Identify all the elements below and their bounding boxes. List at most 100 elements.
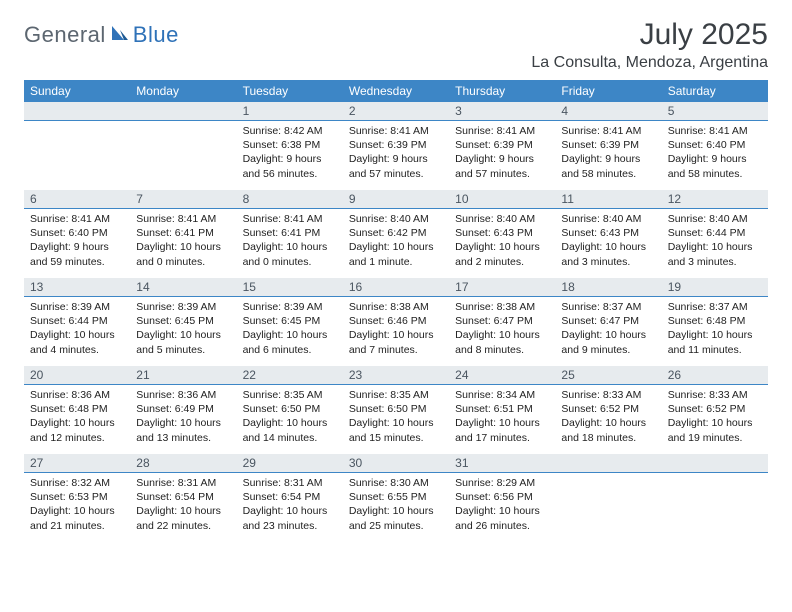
daylight-text: and 15 minutes. [349, 431, 443, 445]
day-number-bar: 10 [449, 190, 555, 209]
daylight-text: and 19 minutes. [668, 431, 762, 445]
daylight-text: and 14 minutes. [243, 431, 337, 445]
daylight-text: Daylight: 10 hours [136, 328, 230, 342]
sunrise-text: Sunrise: 8:41 AM [136, 212, 230, 226]
day-number: 12 [668, 192, 681, 206]
daylight-text: Daylight: 9 hours [349, 152, 443, 166]
sunrise-text: Sunrise: 8:30 AM [349, 476, 443, 490]
logo-text-blue: Blue [133, 22, 179, 48]
sunrise-text: Sunrise: 8:38 AM [349, 300, 443, 314]
week-row: 13 Sunrise: 8:39 AMSunset: 6:44 PMDayligh… [24, 278, 768, 366]
day-number: 24 [455, 368, 468, 382]
day-body: Sunrise: 8:41 AMSunset: 6:41 PMDaylight:… [130, 209, 236, 275]
day-body: Sunrise: 8:40 AMSunset: 6:44 PMDaylight:… [662, 209, 768, 275]
daylight-text: Daylight: 10 hours [243, 240, 337, 254]
daylight-text: and 58 minutes. [561, 167, 655, 181]
sunset-text: Sunset: 6:43 PM [561, 226, 655, 240]
day-cell: 31Sunrise: 8:29 AMSunset: 6:56 PMDayligh… [449, 454, 555, 542]
day-number: 7 [136, 192, 143, 206]
day-number-bar [662, 454, 768, 473]
day-cell: 20Sunrise: 8:36 AMSunset: 6:48 PMDayligh… [24, 366, 130, 454]
sunset-text: Sunset: 6:39 PM [455, 138, 549, 152]
daylight-text: and 56 minutes. [243, 167, 337, 181]
daylight-text: and 26 minutes. [455, 519, 549, 533]
day-number-bar: 24 [449, 366, 555, 385]
sunset-text: Sunset: 6:54 PM [243, 490, 337, 504]
week-row: 6Sunrise: 8:41 AMSunset: 6:40 PMDaylight… [24, 190, 768, 278]
daylight-text: Daylight: 10 hours [243, 328, 337, 342]
day-number-bar: 20 [24, 366, 130, 385]
sunset-text: Sunset: 6:46 PM [349, 314, 443, 328]
daylight-text: and 3 minutes. [561, 255, 655, 269]
sunset-text: Sunset: 6:52 PM [561, 402, 655, 416]
daylight-text: Daylight: 10 hours [455, 328, 549, 342]
day-cell: 18Sunrise: 8:37 AMSunset: 6:47 PMDayligh… [555, 278, 661, 366]
sunset-text: Sunset: 6:40 PM [30, 226, 124, 240]
day-number: 31 [455, 456, 468, 470]
daylight-text: Daylight: 10 hours [136, 416, 230, 430]
day-number-bar: 17 [449, 278, 555, 297]
day-cell: 19Sunrise: 8:37 AMSunset: 6:48 PMDayligh… [662, 278, 768, 366]
day-number: 5 [668, 104, 675, 118]
weeks-container: 1Sunrise: 8:42 AMSunset: 6:38 PMDaylight… [24, 102, 768, 542]
day-cell: 6Sunrise: 8:41 AMSunset: 6:40 PMDaylight… [24, 190, 130, 278]
day-number-bar: 31 [449, 454, 555, 473]
day-number-bar: 26 [662, 366, 768, 385]
daylight-text: and 4 minutes. [30, 343, 124, 357]
day-number: 30 [349, 456, 362, 470]
daylight-text: Daylight: 10 hours [30, 328, 124, 342]
day-body: Sunrise: 8:35 AMSunset: 6:50 PMDaylight:… [343, 385, 449, 451]
sunrise-text: Sunrise: 8:41 AM [243, 212, 337, 226]
logo: General Blue [24, 18, 179, 48]
weekday-mon: Monday [130, 80, 236, 102]
day-cell: 16Sunrise: 8:38 AMSunset: 6:46 PMDayligh… [343, 278, 449, 366]
day-cell: 23Sunrise: 8:35 AMSunset: 6:50 PMDayligh… [343, 366, 449, 454]
logo-sail-icon [110, 24, 130, 47]
day-cell [24, 102, 130, 190]
day-number-bar: 15 [237, 278, 343, 297]
title-block: July 2025 La Consulta, Mendoza, Argentin… [531, 18, 768, 72]
day-body: Sunrise: 8:38 AMSunset: 6:46 PMDaylight:… [343, 297, 449, 363]
day-body: Sunrise: 8:41 AMSunset: 6:39 PMDaylight:… [449, 121, 555, 187]
day-body: Sunrise: 8:31 AMSunset: 6:54 PMDaylight:… [130, 473, 236, 539]
daylight-text: Daylight: 10 hours [561, 416, 655, 430]
sunset-text: Sunset: 6:42 PM [349, 226, 443, 240]
day-body: Sunrise: 8:41 AMSunset: 6:40 PMDaylight:… [24, 209, 130, 275]
day-number-bar: 8 [237, 190, 343, 209]
calendar-page: General Blue July 2025 La Consulta, Mend… [0, 0, 792, 560]
day-cell: 22Sunrise: 8:35 AMSunset: 6:50 PMDayligh… [237, 366, 343, 454]
day-body: Sunrise: 8:33 AMSunset: 6:52 PMDaylight:… [662, 385, 768, 451]
daylight-text: and 18 minutes. [561, 431, 655, 445]
sunset-text: Sunset: 6:39 PM [561, 138, 655, 152]
daylight-text: and 58 minutes. [668, 167, 762, 181]
daylight-text: and 23 minutes. [243, 519, 337, 533]
day-number-bar: 22 [237, 366, 343, 385]
month-title: July 2025 [531, 18, 768, 52]
day-number: 18 [561, 280, 574, 294]
day-body: Sunrise: 8:39 AMSunset: 6:44 PMDaylight:… [24, 297, 130, 363]
sunset-text: Sunset: 6:48 PM [30, 402, 124, 416]
day-number-bar [555, 454, 661, 473]
day-number: 13 [30, 280, 43, 294]
daylight-text: and 21 minutes. [30, 519, 124, 533]
sunset-text: Sunset: 6:51 PM [455, 402, 549, 416]
daylight-text: Daylight: 10 hours [668, 328, 762, 342]
day-body: Sunrise: 8:39 AMSunset: 6:45 PMDaylight:… [130, 297, 236, 363]
header: General Blue July 2025 La Consulta, Mend… [24, 18, 768, 72]
day-cell: 10Sunrise: 8:40 AMSunset: 6:43 PMDayligh… [449, 190, 555, 278]
day-number-bar: 13 [24, 278, 130, 297]
sunrise-text: Sunrise: 8:39 AM [30, 300, 124, 314]
daylight-text: Daylight: 10 hours [349, 416, 443, 430]
day-number-bar: 12 [662, 190, 768, 209]
day-number: 27 [30, 456, 43, 470]
daylight-text: Daylight: 9 hours [561, 152, 655, 166]
day-number: 19 [668, 280, 681, 294]
sunrise-text: Sunrise: 8:33 AM [561, 388, 655, 402]
sunrise-text: Sunrise: 8:36 AM [136, 388, 230, 402]
day-cell: 17Sunrise: 8:38 AMSunset: 6:47 PMDayligh… [449, 278, 555, 366]
sunrise-text: Sunrise: 8:37 AM [561, 300, 655, 314]
daylight-text: and 17 minutes. [455, 431, 549, 445]
weekday-wed: Wednesday [343, 80, 449, 102]
daylight-text: and 2 minutes. [455, 255, 549, 269]
day-number: 9 [349, 192, 356, 206]
